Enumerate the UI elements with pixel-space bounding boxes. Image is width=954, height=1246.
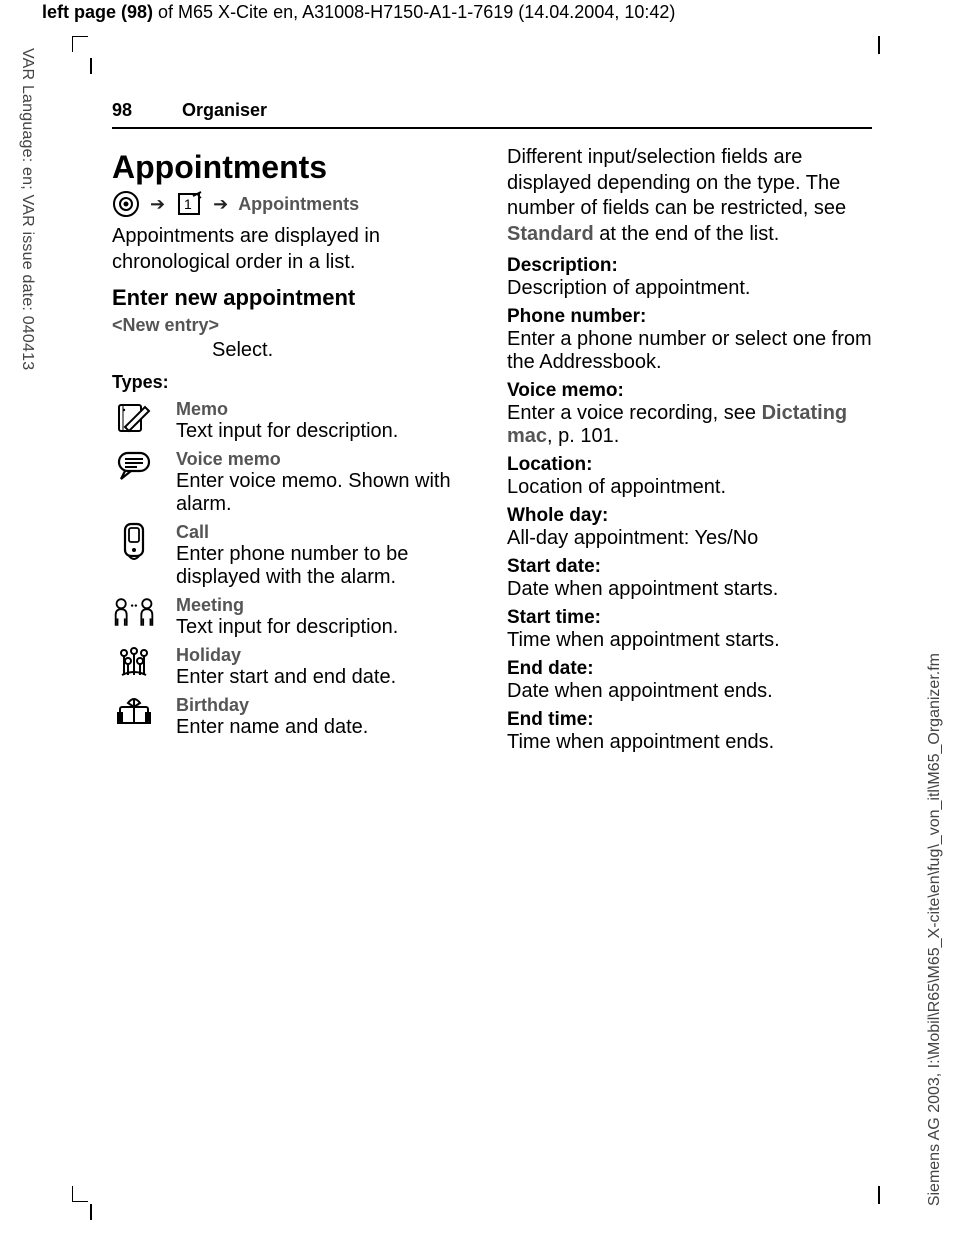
voice-icon — [112, 449, 156, 483]
joystick-icon — [112, 190, 140, 218]
right-column: Different input/selection fields are dis… — [507, 145, 872, 758]
type-row: BirthdayEnter name and date. — [112, 695, 477, 739]
call-icon — [112, 522, 156, 562]
crop-mark — [72, 1186, 88, 1202]
types-header: Types: — [112, 372, 477, 393]
type-desc: Text input for description. — [176, 420, 477, 443]
print-header-bold: left page (98) — [42, 2, 153, 22]
right-intro: Different input/selection fields are dis… — [507, 145, 872, 247]
field-desc: Location of appointment. — [507, 476, 872, 499]
type-row: Voice memoEnter voice memo. Shown with a… — [112, 449, 477, 516]
birthday-icon — [112, 695, 156, 727]
field-label: End date: — [507, 658, 872, 680]
organiser-icon: 1 — [175, 190, 203, 218]
field-desc: Date when appointment starts. — [507, 578, 872, 601]
field-label: Phone number: — [507, 306, 872, 328]
meeting-icon — [112, 595, 156, 629]
field-label: Voice memo: — [507, 380, 872, 402]
field-label: Whole day: — [507, 505, 872, 527]
crop-mark — [90, 58, 92, 74]
standard-ref: Standard — [507, 223, 594, 245]
type-desc: Enter start and end date. — [176, 666, 477, 689]
sideline-right: Siemens AG 2003, I:\Mobil\R65\M65_X-cite… — [926, 653, 944, 1206]
right-intro-1: Different input/selection fields are dis… — [507, 146, 846, 219]
crop-mark — [878, 36, 880, 54]
holiday-icon — [112, 645, 156, 679]
field-label: End time: — [507, 709, 872, 731]
field-desc: Date when appointment ends. — [507, 680, 872, 703]
print-header-rest: of M65 X-Cite en, A31008-H7150-A1-1-7619… — [153, 2, 675, 22]
field-label: Location: — [507, 454, 872, 476]
type-row: MeetingText input for description. — [112, 595, 477, 639]
field-desc: Enter a voice recording, see Dictating m… — [507, 402, 872, 448]
page-body: 98 Organiser Appointments ➔ 1 ➔ Appointm… — [112, 100, 872, 758]
type-body: HolidayEnter start and end date. — [176, 645, 477, 689]
type-label: Holiday — [176, 645, 477, 666]
left-column: Appointments ➔ 1 ➔ Appointments Appointm… — [112, 145, 477, 758]
type-row: HolidayEnter start and end date. — [112, 645, 477, 689]
running-header: 98 Organiser — [112, 100, 872, 129]
svg-text:1: 1 — [184, 196, 192, 212]
field-label: Start time: — [507, 607, 872, 629]
type-body: Voice memoEnter voice memo. Shown with a… — [176, 449, 477, 516]
type-body: MemoText input for description. — [176, 399, 477, 443]
crop-mark — [72, 36, 88, 52]
field-label: Start date: — [507, 556, 872, 578]
right-intro-2: at the end of the list. — [594, 223, 780, 245]
intro-text: Appointments are displayed in chronologi… — [112, 224, 477, 275]
crop-mark — [90, 1204, 92, 1220]
type-body: CallEnter phone number to be displayed w… — [176, 522, 477, 589]
field-desc: Time when appointment starts. — [507, 629, 872, 652]
field-desc: Enter a phone number or select one from … — [507, 328, 872, 374]
sideline-left: VAR Language: en; VAR issue date: 040413 — [18, 48, 36, 370]
type-desc: Enter name and date. — [176, 716, 477, 739]
new-entry-label: <New entry> — [112, 315, 477, 336]
type-desc: Enter voice memo. Shown with alarm. — [176, 470, 477, 516]
type-desc: Text input for description. — [176, 616, 477, 639]
type-row: CallEnter phone number to be displayed w… — [112, 522, 477, 589]
field-desc: Description of appointment. — [507, 277, 872, 300]
type-body: MeetingText input for description. — [176, 595, 477, 639]
section-title: Organiser — [182, 100, 267, 121]
type-body: BirthdayEnter name and date. — [176, 695, 477, 739]
print-header: left page (98) of M65 X-Cite en, A31008-… — [42, 2, 675, 23]
page-title: Appointments — [112, 149, 477, 186]
memo-icon — [112, 399, 156, 437]
field-label: Description: — [507, 255, 872, 277]
page-number: 98 — [112, 100, 132, 121]
type-label: Call — [176, 522, 477, 543]
nav-label: Appointments — [238, 194, 359, 215]
subheading: Enter new appointment — [112, 285, 477, 311]
type-label: Voice memo — [176, 449, 477, 470]
type-label: Memo — [176, 399, 477, 420]
nav-path: ➔ 1 ➔ Appointments — [112, 190, 477, 218]
arrow-icon: ➔ — [150, 194, 165, 215]
type-label: Meeting — [176, 595, 477, 616]
arrow-icon: ➔ — [213, 194, 228, 215]
select-text: Select. — [212, 338, 477, 364]
field-desc: Time when appointment ends. — [507, 731, 872, 754]
field-desc: All-day appointment: Yes/No — [507, 527, 872, 550]
type-desc: Enter phone number to be displayed with … — [176, 543, 477, 589]
type-label: Birthday — [176, 695, 477, 716]
crop-mark — [878, 1186, 880, 1204]
type-row: MemoText input for description. — [112, 399, 477, 443]
